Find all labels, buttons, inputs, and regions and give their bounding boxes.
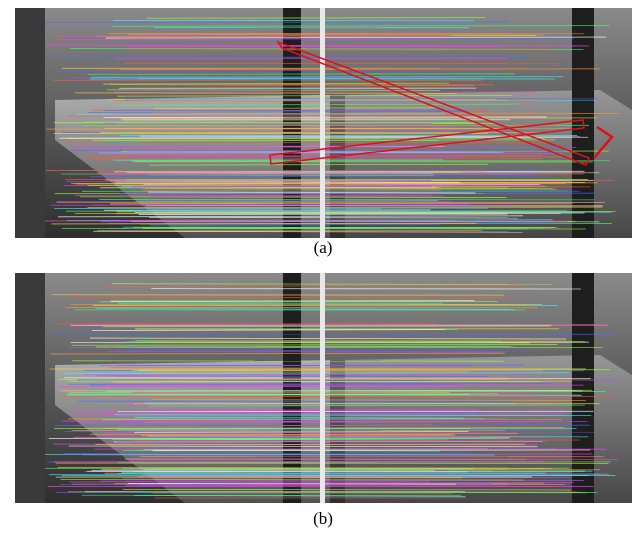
divider <box>320 8 325 238</box>
pole <box>572 273 594 503</box>
caption: (a) <box>314 238 333 257</box>
match-line <box>45 455 495 456</box>
match-line <box>71 183 597 184</box>
tree-trunk <box>15 8 45 238</box>
match-line <box>145 470 434 471</box>
match-line <box>128 152 499 153</box>
match-line <box>75 195 432 196</box>
divider <box>320 273 325 503</box>
match-line <box>100 481 584 482</box>
match-line <box>74 437 481 438</box>
match-line <box>58 386 463 387</box>
match-line <box>132 440 580 441</box>
match-line <box>46 170 487 171</box>
match-line <box>136 201 438 202</box>
caption: (b) <box>313 509 333 528</box>
panel-b: (b) <box>15 273 632 528</box>
tree-trunk <box>15 273 45 503</box>
panel-a: (a) <box>15 8 632 257</box>
